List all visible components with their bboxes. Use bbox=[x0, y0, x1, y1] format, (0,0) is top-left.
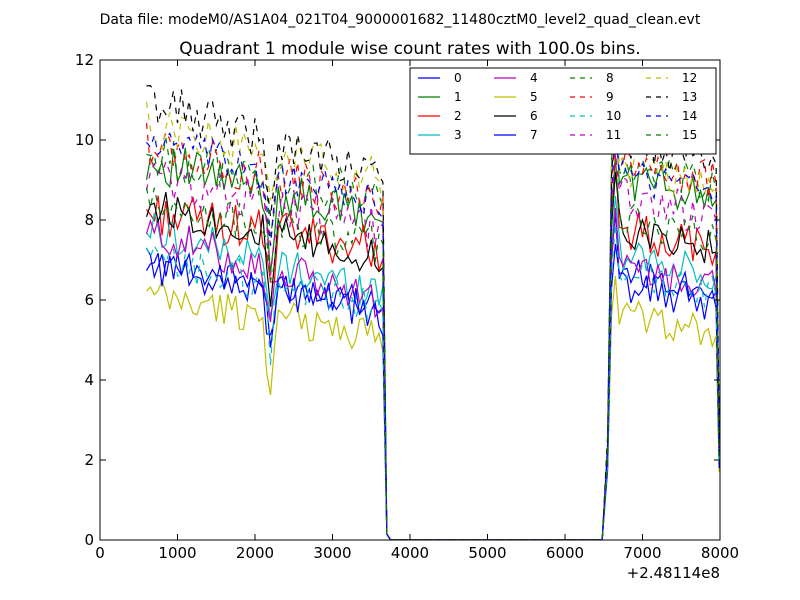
legend-label-3: 3 bbox=[454, 128, 462, 142]
series-line-9 bbox=[145, 122, 720, 540]
legend-label-13: 13 bbox=[682, 90, 697, 104]
legend-label-15: 15 bbox=[682, 128, 697, 142]
series-group bbox=[145, 84, 720, 540]
legend-label-9: 9 bbox=[606, 90, 614, 104]
legend-label-5: 5 bbox=[530, 90, 538, 104]
x-tick-label: 1000 bbox=[158, 544, 196, 562]
x-tick-label: 5000 bbox=[468, 544, 506, 562]
x-tick-label: 6000 bbox=[546, 544, 584, 562]
series-line-3 bbox=[146, 195, 720, 540]
figure-suptitle: Data file: modeM0/AS1A04_021T04_90000016… bbox=[100, 12, 701, 28]
series-line-0 bbox=[145, 211, 720, 540]
series-line-11 bbox=[145, 151, 720, 540]
series-line-2 bbox=[146, 155, 720, 540]
legend-label-11: 11 bbox=[606, 128, 621, 142]
series-line-13 bbox=[146, 84, 720, 540]
series-line-4 bbox=[145, 207, 720, 540]
legend-label-8: 8 bbox=[606, 71, 614, 85]
series-line-14 bbox=[146, 131, 720, 540]
series-line-7 bbox=[145, 243, 720, 540]
y-tick-label: 0 bbox=[84, 531, 94, 549]
series-line-15 bbox=[145, 159, 720, 540]
x-tick-label: 8000 bbox=[701, 544, 739, 562]
y-tick-label: 6 bbox=[84, 291, 94, 309]
series-line-12 bbox=[145, 101, 720, 540]
y-tick-label: 2 bbox=[84, 451, 94, 469]
series-line-8 bbox=[146, 91, 720, 540]
legend-label-12: 12 bbox=[682, 71, 697, 85]
chart-title: Quadrant 1 module wise count rates with … bbox=[179, 39, 640, 59]
x-offset-label: +2.48114e8 bbox=[627, 564, 720, 582]
series-line-5 bbox=[146, 275, 720, 540]
series-line-10 bbox=[145, 223, 720, 540]
legend-label-0: 0 bbox=[454, 71, 462, 85]
y-tick-label: 12 bbox=[75, 51, 94, 69]
legend-label-14: 14 bbox=[682, 109, 697, 123]
legend-frame bbox=[409, 67, 717, 155]
x-tick-label: 4000 bbox=[391, 544, 429, 562]
x-tick-label: 0 bbox=[95, 544, 105, 562]
x-tick-label: 7000 bbox=[623, 544, 661, 562]
x-tick-label: 3000 bbox=[313, 544, 351, 562]
x-axis: 0 1000 2000 3000 4000 5000 6000 7000 8000 bbox=[95, 60, 739, 562]
legend-label-6: 6 bbox=[530, 109, 538, 123]
legend-label-2: 2 bbox=[454, 109, 462, 123]
y-tick-label: 10 bbox=[75, 131, 94, 149]
y-tick-label: 4 bbox=[84, 371, 94, 389]
legend-label-10: 10 bbox=[606, 109, 621, 123]
legend-label-1: 1 bbox=[454, 90, 462, 104]
x-tick-label: 2000 bbox=[236, 544, 274, 562]
y-tick-label: 8 bbox=[84, 211, 94, 229]
legend-label-7: 7 bbox=[530, 128, 538, 142]
legend-label-4: 4 bbox=[530, 71, 538, 85]
series-line-1 bbox=[145, 103, 720, 540]
